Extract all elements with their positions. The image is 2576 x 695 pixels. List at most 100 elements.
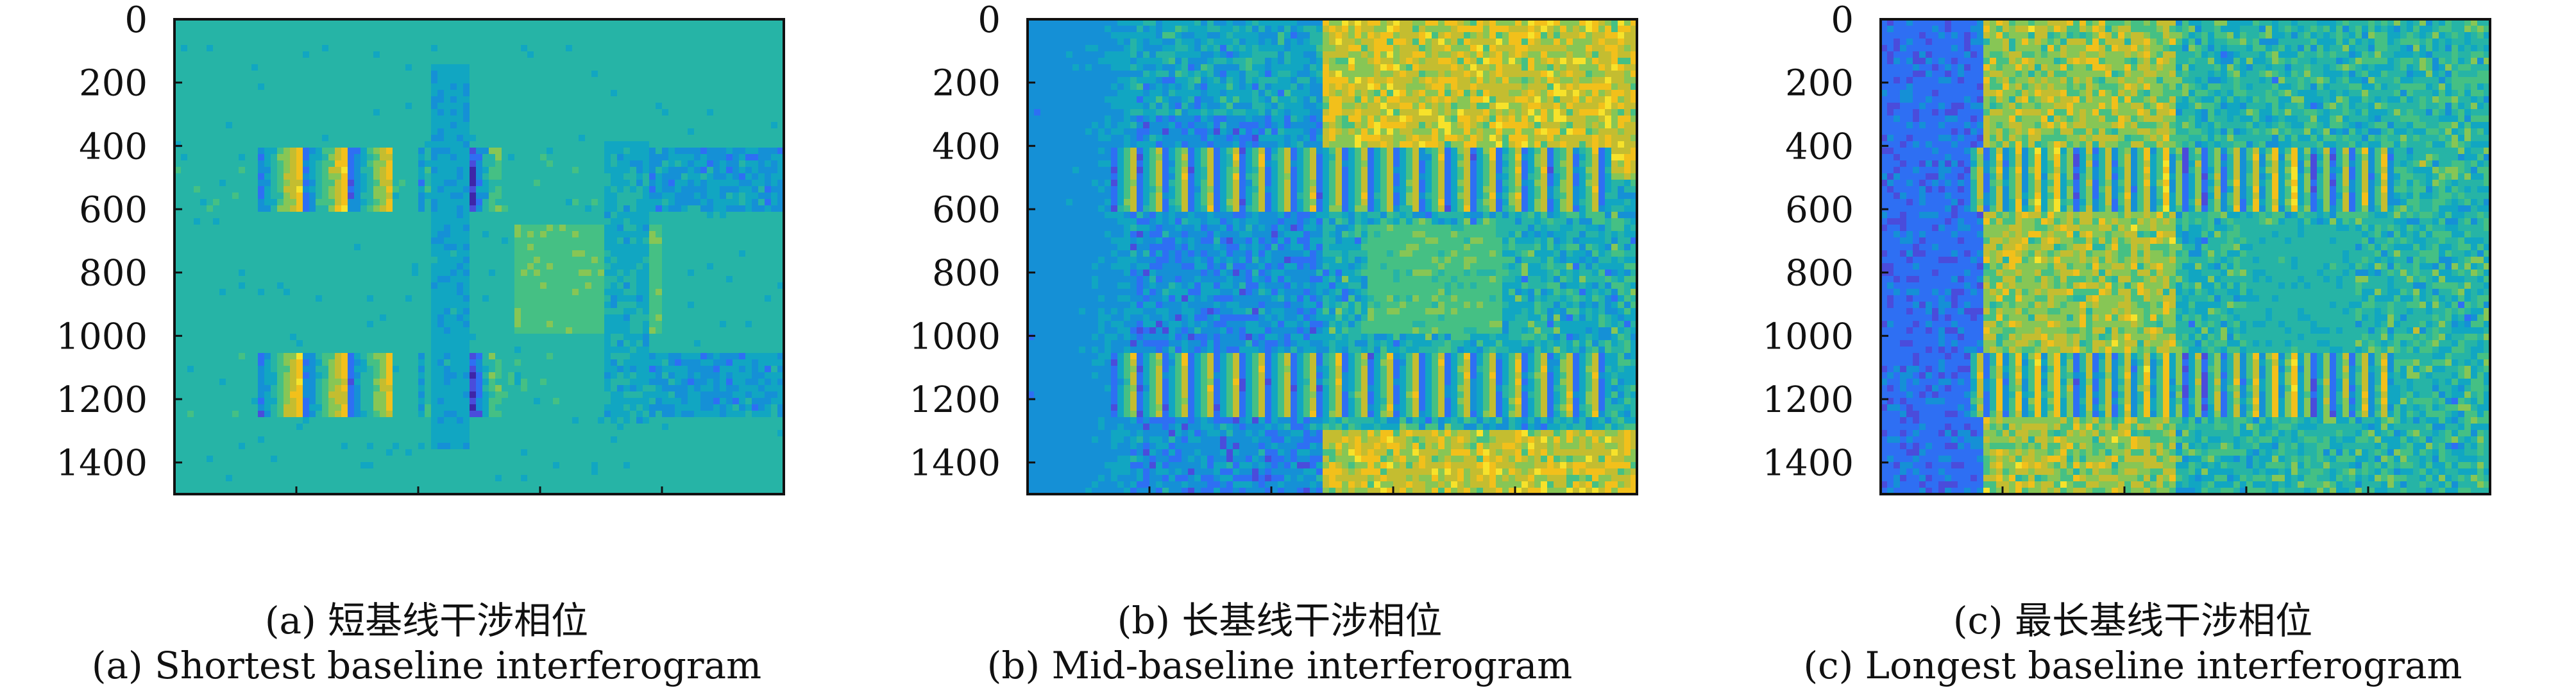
heatmap-cell xyxy=(450,122,457,129)
heatmap-cell xyxy=(226,321,233,328)
heatmap-cell xyxy=(431,231,438,238)
heatmap-cell xyxy=(226,218,233,225)
heatmap-cell xyxy=(226,45,233,52)
heatmap-cell xyxy=(251,347,258,354)
heatmap-cell xyxy=(604,270,611,277)
heatmap-cell xyxy=(482,19,489,26)
heatmap-cell xyxy=(502,289,509,296)
heatmap-cell xyxy=(482,160,489,167)
heatmap-cell xyxy=(739,193,746,200)
heatmap-cell xyxy=(386,334,393,341)
heatmap-cell xyxy=(713,186,720,193)
heatmap-cell xyxy=(425,250,432,257)
heatmap-cell xyxy=(758,282,765,289)
heatmap-cell xyxy=(264,231,271,238)
heatmap-cell xyxy=(547,282,554,289)
heatmap-cell xyxy=(527,308,534,315)
heatmap-cell xyxy=(277,231,284,238)
heatmap-cell xyxy=(726,212,733,219)
heatmap-cell xyxy=(181,77,188,84)
heatmap-cell xyxy=(232,327,239,334)
heatmap-cell xyxy=(393,193,400,200)
heatmap-cell xyxy=(187,32,194,39)
heatmap-cell xyxy=(328,77,335,84)
heatmap-cell xyxy=(668,205,675,212)
heatmap-cell xyxy=(707,186,714,193)
heatmap-cell xyxy=(598,225,605,232)
heatmap-cell xyxy=(527,205,534,212)
heatmap-cell xyxy=(482,270,489,277)
heatmap-cell xyxy=(303,334,310,341)
heatmap-cell xyxy=(245,263,252,270)
heatmap-cell xyxy=(373,180,380,187)
heatmap-cell xyxy=(284,308,291,315)
heatmap-cell xyxy=(219,83,226,90)
heatmap-cell xyxy=(579,321,586,328)
heatmap-cell xyxy=(514,347,521,354)
heatmap-cell xyxy=(765,45,772,52)
heatmap-cell xyxy=(598,103,605,110)
heatmap-cell xyxy=(713,250,720,257)
heatmap-cell xyxy=(521,160,528,167)
heatmap-cell xyxy=(771,193,778,200)
heatmap-cell xyxy=(733,340,740,347)
heatmap-cell xyxy=(328,19,335,26)
heatmap-cell xyxy=(360,167,368,174)
heatmap-cell xyxy=(688,128,695,135)
heatmap-cell xyxy=(617,270,624,277)
heatmap-cell xyxy=(765,116,772,123)
heatmap-cell xyxy=(579,128,586,135)
heatmap-cell xyxy=(200,193,207,200)
heatmap-cell xyxy=(752,167,759,174)
heatmap-cell xyxy=(611,173,618,180)
heatmap-cell xyxy=(502,167,509,174)
heatmap-cell xyxy=(194,128,201,135)
heatmap-cell xyxy=(733,141,740,148)
heatmap-cell xyxy=(623,148,631,155)
heatmap-cell xyxy=(489,64,496,71)
heatmap-cell xyxy=(174,308,182,315)
heatmap-cell xyxy=(367,244,374,251)
heatmap-cell xyxy=(309,116,316,123)
heatmap-cell xyxy=(752,96,759,103)
heatmap-cell xyxy=(412,270,419,277)
heatmap-cell xyxy=(181,141,188,148)
heatmap-cell xyxy=(681,154,688,161)
heatmap-cell xyxy=(777,244,784,251)
heatmap-cell xyxy=(264,77,271,84)
heatmap-cell xyxy=(502,135,509,142)
heatmap-cell xyxy=(765,270,772,277)
heatmap-cell xyxy=(418,45,425,52)
heatmap-cell xyxy=(470,199,477,206)
heatmap-cell xyxy=(174,276,182,283)
heatmap-cell xyxy=(200,212,207,219)
heatmap-cell xyxy=(405,237,412,245)
heatmap-cell xyxy=(450,64,457,71)
heatmap-cell xyxy=(328,334,335,341)
heatmap-cell xyxy=(412,128,419,135)
heatmap-cell xyxy=(527,199,534,206)
heatmap-cell xyxy=(758,45,765,52)
heatmap-cell xyxy=(482,193,489,200)
heatmap-cell xyxy=(771,289,778,296)
heatmap-cell xyxy=(296,334,303,341)
heatmap-cell xyxy=(688,205,695,212)
heatmap-cell xyxy=(354,160,361,167)
heatmap-cell xyxy=(470,308,477,315)
heatmap-cell xyxy=(482,237,489,245)
heatmap-cell xyxy=(777,83,784,90)
heatmap-cell xyxy=(207,308,214,315)
heatmap-cell xyxy=(777,250,784,257)
heatmap-cell xyxy=(694,122,701,129)
heatmap-cell xyxy=(476,225,483,232)
heatmap-cell xyxy=(559,308,566,315)
heatmap-cell xyxy=(476,270,483,277)
heatmap-cell xyxy=(585,231,592,238)
heatmap-cell xyxy=(463,308,470,315)
heatmap-cell xyxy=(341,160,348,167)
heatmap-cell xyxy=(444,77,451,84)
heatmap-cell xyxy=(367,205,374,212)
heatmap-cell xyxy=(290,64,297,71)
heatmap-cell xyxy=(707,327,714,334)
heatmap-cell xyxy=(393,90,400,97)
